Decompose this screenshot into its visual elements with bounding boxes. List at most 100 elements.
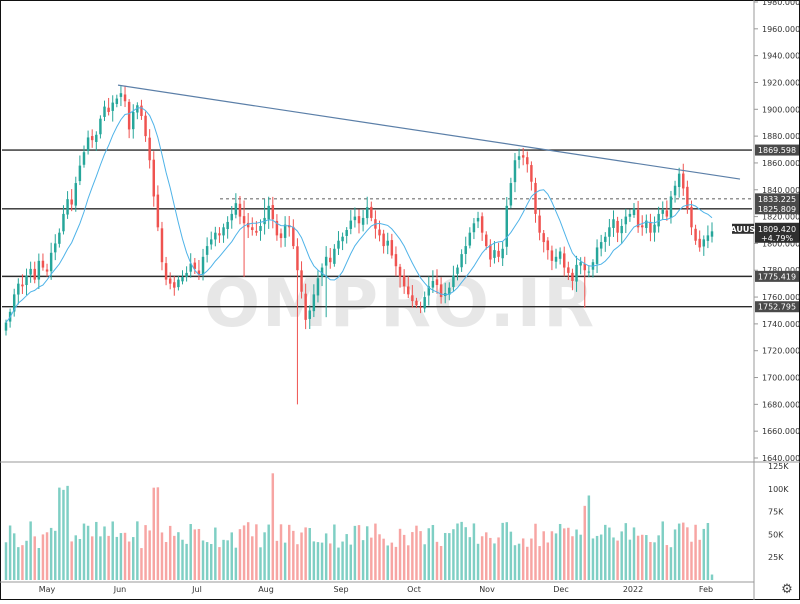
- moving-average: [5, 107, 713, 323]
- candle: [673, 180, 677, 203]
- candle: [58, 228, 61, 248]
- price-tick-label: 1820.000: [762, 213, 800, 222]
- candle: [489, 239, 492, 267]
- volume-bar: [501, 522, 504, 580]
- candle-body: [394, 254, 398, 267]
- candle-body: [127, 101, 131, 130]
- candle: [353, 207, 357, 228]
- candle: [448, 282, 451, 301]
- candle: [460, 249, 463, 272]
- volume-bar: [435, 541, 439, 580]
- candle: [370, 201, 373, 222]
- candle: [653, 216, 656, 242]
- time-tick-label: Nov: [479, 585, 495, 594]
- candle-body: [62, 213, 65, 232]
- candle: [538, 209, 541, 241]
- candle: [193, 257, 197, 275]
- candle: [517, 148, 521, 169]
- candle: [530, 161, 533, 191]
- candle-body: [468, 232, 472, 246]
- volume-bar: [686, 527, 689, 580]
- candle-body: [144, 115, 147, 137]
- volume-bar: [443, 532, 447, 580]
- watermark-text: OMPRO.IR: [204, 265, 596, 342]
- candle: [33, 261, 36, 284]
- candle: [70, 189, 73, 212]
- price-tick-label: 1980.000: [762, 0, 800, 7]
- volume-bar: [267, 524, 270, 580]
- candle-body: [74, 183, 78, 206]
- candle-body: [415, 300, 418, 306]
- candle: [415, 297, 418, 309]
- candle: [312, 284, 316, 318]
- level-label-bg: [755, 203, 799, 215]
- volume-bar: [54, 530, 57, 580]
- candle-body: [214, 232, 217, 240]
- volume-bar: [246, 522, 250, 580]
- candle-body: [41, 260, 45, 268]
- volume-bar: [292, 530, 295, 580]
- volume-bar: [95, 521, 98, 580]
- candle-body: [78, 165, 82, 182]
- price-tick-label: 1960.000: [762, 25, 800, 34]
- candle-body: [308, 310, 311, 319]
- volume-bar: [304, 527, 307, 580]
- candle-body: [575, 264, 578, 282]
- candles: [4, 85, 714, 405]
- time-tick-label: Dec: [553, 585, 568, 594]
- candle-body: [99, 118, 102, 135]
- candle-body: [464, 246, 467, 254]
- candle: [86, 130, 90, 155]
- candle-body: [419, 306, 422, 308]
- candle: [197, 260, 201, 280]
- volume-bar: [222, 539, 225, 580]
- candle-body: [271, 205, 275, 220]
- candle: [107, 97, 110, 116]
- volume-bar: [419, 531, 422, 580]
- candle: [292, 219, 295, 250]
- candle-body: [649, 221, 652, 233]
- trendline: [117, 84, 741, 180]
- candle-body: [435, 279, 439, 285]
- volume-bar: [226, 540, 229, 580]
- volume-bar: [530, 538, 533, 580]
- volume-bar: [591, 538, 595, 580]
- level-label-bg: [755, 144, 799, 156]
- candle-body: [361, 217, 365, 225]
- candle: [706, 225, 710, 249]
- candle: [345, 227, 348, 244]
- candle: [435, 269, 439, 294]
- candle: [464, 236, 467, 265]
- candle-body: [628, 213, 632, 217]
- candle-body: [513, 160, 517, 183]
- volume-bar: [230, 532, 233, 580]
- candle-body: [427, 286, 431, 296]
- volume-bar: [99, 536, 102, 580]
- candle: [620, 218, 623, 244]
- volume-bar: [201, 540, 205, 580]
- volume-bar: [308, 528, 311, 580]
- axes: 1980.000 1960.000 1940.000 1920.000 1900.000…: [39, 0, 800, 594]
- volume-bar: [25, 540, 28, 580]
- volume-bar: [316, 542, 320, 580]
- candle-body: [320, 267, 324, 277]
- gear-icon[interactable]: ⚙: [781, 582, 793, 597]
- candle: [361, 209, 365, 232]
- candle-body: [554, 256, 558, 262]
- volume-bar: [394, 546, 398, 580]
- candle-body: [452, 275, 455, 287]
- candle: [329, 248, 332, 269]
- candle: [140, 99, 143, 120]
- volume-bar: [509, 531, 513, 580]
- candle-body: [324, 256, 328, 266]
- candle-body: [476, 217, 480, 222]
- volume-bar: [456, 523, 459, 580]
- volume-tick-label: 75K: [768, 508, 784, 517]
- candle: [698, 230, 701, 252]
- volume-bar: [156, 487, 160, 580]
- candle-body: [58, 232, 61, 244]
- volume-bar: [534, 523, 537, 580]
- candle-body: [251, 227, 254, 230]
- volume-bar: [411, 532, 414, 580]
- candle: [526, 151, 529, 173]
